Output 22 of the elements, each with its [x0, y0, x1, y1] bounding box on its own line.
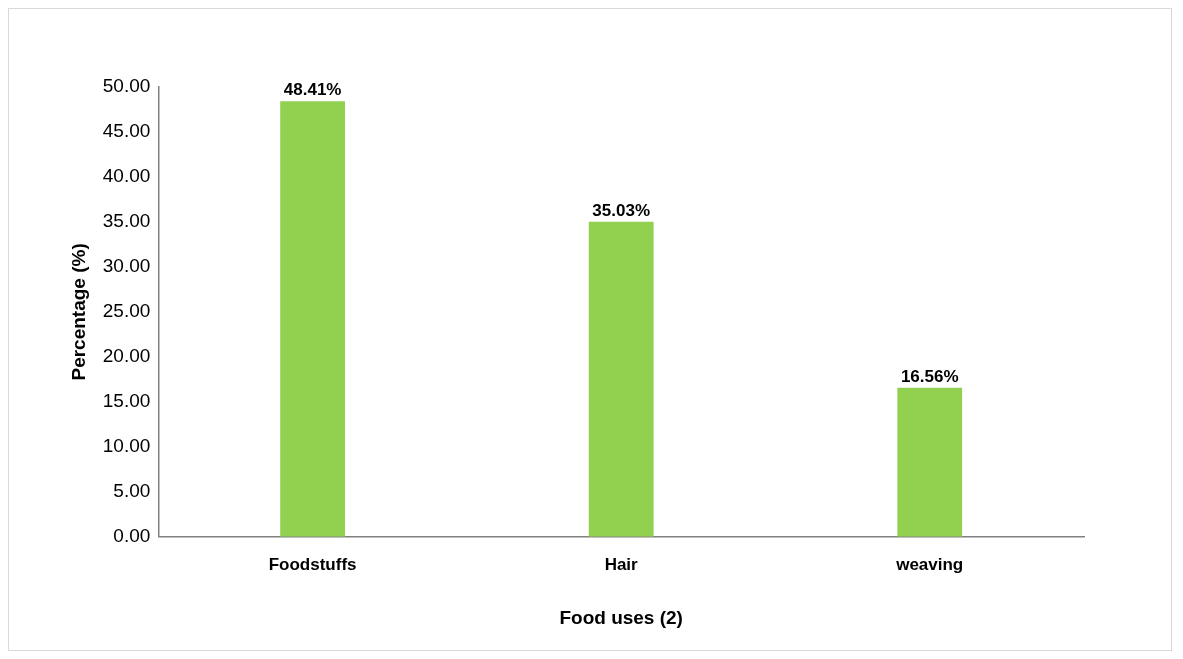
bar — [588, 221, 654, 537]
y-tick-label: 20.00 — [102, 345, 151, 367]
y-tick-label: 45.00 — [102, 120, 151, 142]
data-label: 35.03% — [592, 200, 651, 220]
bar — [897, 387, 963, 537]
x-tick-label: Foodstuffs — [268, 554, 357, 574]
x-tick-label: weaving — [895, 554, 964, 574]
y-tick-label: 5.00 — [113, 480, 151, 502]
x-tick-label: Hair — [604, 554, 639, 574]
y-tick-label: 0.00 — [113, 525, 151, 547]
data-label: 48.41% — [283, 80, 342, 100]
y-tick-label: 50.00 — [102, 75, 151, 97]
y-axis-title: Percentage (%) — [67, 243, 89, 381]
y-tick-label: 10.00 — [102, 435, 151, 457]
y-tick-label: 15.00 — [102, 390, 151, 412]
y-tick-label: 35.00 — [102, 210, 151, 232]
y-tick-label: 25.00 — [102, 300, 151, 322]
bar — [280, 101, 346, 537]
data-label: 16.56% — [900, 367, 959, 387]
y-tick-label: 40.00 — [102, 165, 151, 187]
x-axis-title: Food uses (2) — [559, 606, 683, 628]
y-tick-label: 30.00 — [102, 255, 151, 277]
